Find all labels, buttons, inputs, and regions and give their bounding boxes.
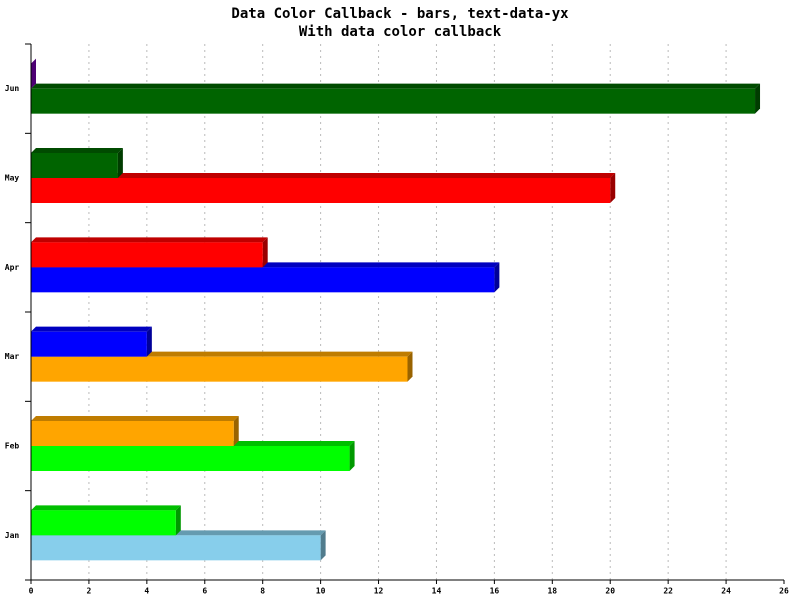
- chart-title: Data Color Callback - bars, text-data-yx: [231, 6, 569, 22]
- x-tick-label: 0: [29, 587, 34, 596]
- bar: [31, 421, 234, 446]
- bar: [31, 535, 321, 561]
- bar-side: [233, 416, 239, 446]
- bar-side: [349, 441, 355, 471]
- y-tick-label: Jan: [5, 531, 20, 540]
- bar-side: [175, 505, 181, 536]
- bar-side: [610, 173, 616, 203]
- bar-side: [320, 530, 326, 561]
- bar-side: [262, 237, 268, 268]
- x-tick-label: 16: [490, 587, 500, 596]
- bar-top: [31, 416, 239, 421]
- bar-top: [31, 148, 123, 153]
- bar: [31, 331, 147, 357]
- bar-side: [407, 351, 413, 382]
- bar-top: [31, 173, 616, 178]
- x-tick-label: 18: [547, 587, 557, 596]
- y-tick-label: Apr: [5, 263, 20, 272]
- y-tick-label: Feb: [5, 442, 20, 451]
- x-tick-label: 24: [721, 587, 731, 596]
- bar: [31, 178, 611, 203]
- y-tick-label: Mar: [5, 352, 20, 361]
- bar-top: [31, 83, 761, 89]
- bar-side: [117, 148, 123, 178]
- bar: [31, 153, 118, 178]
- bar: [31, 510, 176, 536]
- x-tick-label: 14: [432, 587, 442, 596]
- bar-top: [31, 505, 181, 511]
- x-tick-label: 6: [202, 587, 207, 596]
- y-tick-label: Jun: [5, 84, 20, 93]
- chart-subtitle: With data color callback: [299, 24, 502, 40]
- x-tick-label: 22: [663, 587, 673, 596]
- bar-side: [31, 58, 36, 89]
- x-tick-label: 12: [374, 587, 384, 596]
- x-tick-label: 26: [779, 587, 789, 596]
- x-tick-label: 10: [316, 587, 326, 596]
- bar-top: [31, 237, 268, 243]
- x-tick-label: 4: [144, 587, 149, 596]
- bar: [31, 267, 495, 293]
- x-tick-label: 20: [605, 587, 615, 596]
- x-tick-label: 2: [87, 587, 92, 596]
- bar-side: [494, 262, 500, 293]
- y-tick-label: May: [5, 174, 20, 183]
- x-tick-label: 8: [260, 587, 265, 596]
- bar-side: [146, 326, 152, 357]
- bar: [31, 446, 350, 471]
- bar: [31, 356, 408, 382]
- bar-top: [31, 326, 152, 332]
- bar: [31, 242, 263, 268]
- bar-side: [755, 83, 761, 114]
- bar: [31, 88, 756, 114]
